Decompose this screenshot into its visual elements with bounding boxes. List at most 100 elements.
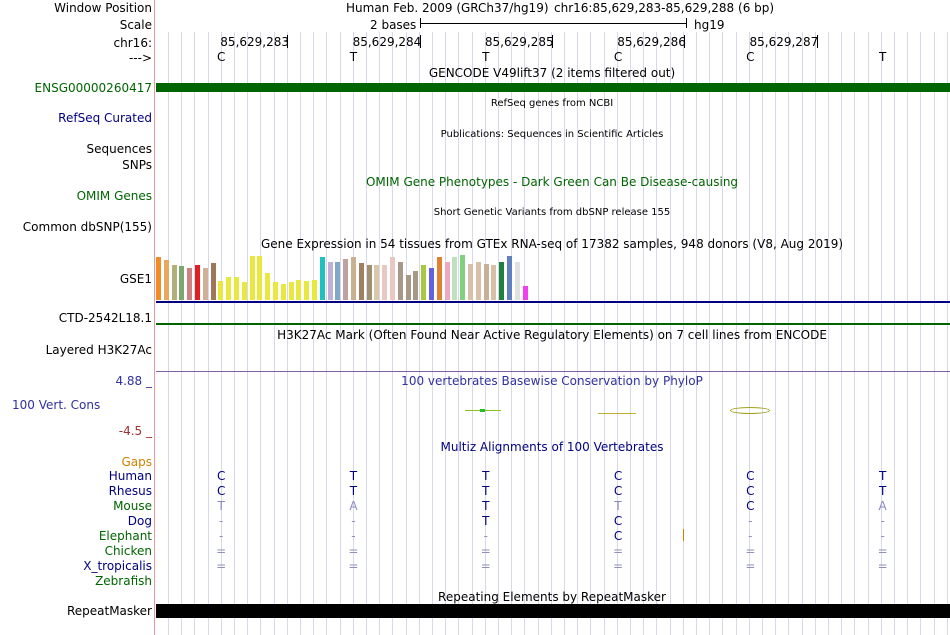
ruler-coord: 85,629,287 [749, 35, 819, 49]
gtex-bar[interactable] [312, 280, 317, 300]
gtex-bar[interactable] [234, 277, 239, 300]
gtex-bar[interactable] [327, 262, 333, 300]
species-label[interactable]: Rhesus [108, 484, 152, 498]
species-base: = [480, 559, 491, 573]
gtex-bar[interactable] [429, 268, 434, 300]
species-base: - [880, 514, 885, 528]
ruler-base[interactable]: T [482, 50, 490, 64]
gtex-bar[interactable] [171, 265, 177, 300]
species-label[interactable]: Chicken [104, 544, 152, 558]
snps-label[interactable]: SNPs [122, 158, 152, 172]
multiz-title[interactable]: Multiz Alignments of 100 Vertebrates [440, 440, 664, 454]
gtex-bar[interactable] [202, 268, 208, 300]
ruler-base[interactable]: T [349, 50, 358, 64]
gtex-bar[interactable] [265, 273, 271, 300]
species-label[interactable]: Mouse [113, 499, 152, 513]
position-text: chr16:85,629,283-85,629,288 (6 bp) [554, 1, 775, 15]
gtex-label[interactable]: GSE1 [119, 272, 152, 286]
gtex-bar[interactable] [179, 266, 185, 300]
species-label[interactable]: Dog [127, 514, 152, 528]
dbsnp-title[interactable]: Short Genetic Variants from dbSNP releas… [433, 207, 671, 218]
gtex-bar[interactable] [319, 257, 325, 300]
strand-arrow[interactable]: ---> [128, 51, 152, 65]
ruler-base[interactable]: T [878, 50, 887, 64]
gencode-label[interactable]: ENSG00000260417 [34, 81, 152, 95]
gtex-bar[interactable] [421, 265, 427, 300]
gtex-bar[interactable] [280, 284, 286, 300]
omim-title[interactable]: OMIM Gene Phenotypes - Dark Green Can Be… [365, 175, 739, 189]
gtex-bar[interactable] [452, 257, 458, 300]
ruler-base[interactable]: C [216, 50, 226, 64]
gtex-bar[interactable] [257, 256, 263, 300]
species-label[interactable]: Human [108, 469, 152, 483]
gtex-bar[interactable] [358, 263, 364, 300]
gencode-title[interactable]: GENCODE V49lift37 (2 items filtered out) [428, 66, 676, 80]
gtex-bar[interactable] [475, 262, 481, 300]
gtex-title[interactable]: Gene Expression in 54 tissues from GTEx … [260, 237, 844, 251]
gencode-gene-bar[interactable] [156, 83, 950, 92]
gtex-bar[interactable] [483, 264, 489, 300]
grid-line [498, 32, 499, 635]
gtex-bar[interactable] [187, 268, 193, 300]
gtex-bar[interactable] [436, 257, 442, 300]
gtex-bar[interactable] [163, 260, 169, 300]
gtex-bar[interactable] [397, 262, 403, 300]
repeatmasker-bar[interactable] [156, 604, 950, 618]
species-base: - [748, 529, 753, 543]
publications-title[interactable]: Publications: Sequences in Scientific Ar… [440, 129, 664, 140]
phylop-label[interactable]: 100 Vert. Cons [12, 398, 101, 412]
gtex-bar[interactable] [210, 263, 216, 300]
dbsnp-label[interactable]: Common dbSNP(155) [22, 220, 152, 234]
gaps-label[interactable]: Gaps [121, 455, 152, 469]
gtex-bar[interactable] [507, 256, 512, 300]
gtex-bar[interactable] [335, 262, 341, 300]
gtex-bar[interactable] [444, 262, 450, 300]
publications-label[interactable]: Sequences [86, 142, 152, 156]
grid-line [405, 32, 407, 635]
grid-line [735, 32, 737, 635]
repeatmasker-title[interactable]: Repeating Elements by RepeatMasker [438, 590, 666, 604]
h3k27ac-title[interactable]: H3K27Ac Mark (Often Found Near Active Re… [277, 328, 827, 342]
grid-line [445, 32, 447, 635]
gtex-bar[interactable] [413, 271, 419, 300]
gtex-bar[interactable] [514, 262, 520, 300]
gtex-bar[interactable] [366, 265, 372, 300]
gtex-bar[interactable] [468, 264, 473, 300]
gtex-bar[interactable] [273, 282, 278, 300]
repeatmasker-label[interactable]: RepeatMasker [66, 604, 152, 618]
gtex-bar[interactable] [195, 265, 200, 300]
species-label[interactable]: Elephant [98, 529, 152, 543]
ruler-base[interactable]: C [613, 50, 623, 64]
refseq-title[interactable]: RefSeq genes from NCBI [490, 98, 614, 109]
refseq-label[interactable]: RefSeq Curated [58, 111, 152, 125]
gtex-second-label[interactable]: CTD-2542L18.1 [58, 311, 152, 325]
gtex-baseline [156, 301, 950, 303]
gtex-bar[interactable] [405, 275, 411, 300]
gtex-bar[interactable] [382, 265, 388, 300]
gtex-bar[interactable] [304, 281, 310, 300]
gtex-bar[interactable] [296, 280, 302, 300]
species-base: = [877, 544, 888, 558]
gtex-bar[interactable] [156, 257, 161, 300]
gtex-bar[interactable] [351, 257, 356, 300]
gtex-bar[interactable] [249, 256, 255, 300]
phylop-title[interactable]: 100 vertebrates Basewise Conservation by… [401, 374, 703, 388]
gtex-bar[interactable] [241, 282, 247, 300]
gtex-bar[interactable] [343, 259, 349, 300]
omim-label[interactable]: OMIM Genes [76, 189, 152, 203]
gtex-bar[interactable] [522, 286, 528, 300]
gtex-bar[interactable] [218, 281, 224, 300]
ruler-base[interactable]: C [746, 50, 755, 64]
species-label[interactable]: X_tropicalis [83, 559, 152, 573]
gtex-bar[interactable] [374, 265, 380, 300]
gtex-bar[interactable] [226, 277, 232, 300]
gtex-bar[interactable] [288, 282, 294, 300]
gtex-bar[interactable] [460, 255, 466, 300]
grid-line [484, 32, 486, 635]
ruler-coord: 85,629,284 [352, 35, 422, 49]
gtex-bar[interactable] [491, 265, 497, 300]
h3k27ac-label[interactable]: Layered H3K27Ac [45, 343, 152, 357]
species-label[interactable]: Zebrafish [95, 574, 152, 588]
gtex-bar[interactable] [390, 257, 395, 300]
gtex-bar[interactable] [499, 262, 505, 300]
